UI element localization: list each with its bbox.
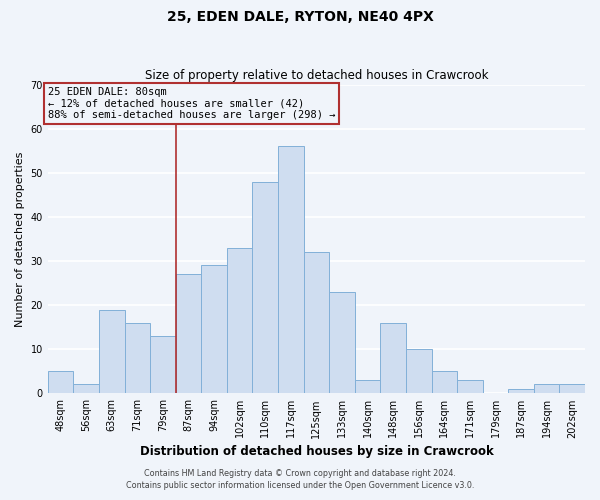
Text: 25, EDEN DALE, RYTON, NE40 4PX: 25, EDEN DALE, RYTON, NE40 4PX — [167, 10, 433, 24]
Bar — [355, 380, 380, 394]
Bar — [99, 310, 125, 394]
Bar — [304, 252, 329, 394]
Bar — [508, 389, 534, 394]
Bar — [406, 349, 431, 394]
Bar — [380, 322, 406, 394]
Bar — [329, 292, 355, 394]
Title: Size of property relative to detached houses in Crawcrook: Size of property relative to detached ho… — [145, 69, 488, 82]
Bar — [227, 248, 253, 394]
X-axis label: Distribution of detached houses by size in Crawcrook: Distribution of detached houses by size … — [140, 444, 493, 458]
Bar — [534, 384, 559, 394]
Bar — [48, 372, 73, 394]
Bar — [150, 336, 176, 394]
Bar — [253, 182, 278, 394]
Bar — [559, 384, 585, 394]
Bar — [125, 322, 150, 394]
Text: 25 EDEN DALE: 80sqm
← 12% of detached houses are smaller (42)
88% of semi-detach: 25 EDEN DALE: 80sqm ← 12% of detached ho… — [48, 87, 335, 120]
Bar — [431, 372, 457, 394]
Bar — [73, 384, 99, 394]
Bar — [176, 274, 201, 394]
Bar — [201, 266, 227, 394]
Text: Contains HM Land Registry data © Crown copyright and database right 2024.
Contai: Contains HM Land Registry data © Crown c… — [126, 468, 474, 490]
Y-axis label: Number of detached properties: Number of detached properties — [15, 151, 25, 326]
Bar — [278, 146, 304, 394]
Bar — [457, 380, 482, 394]
